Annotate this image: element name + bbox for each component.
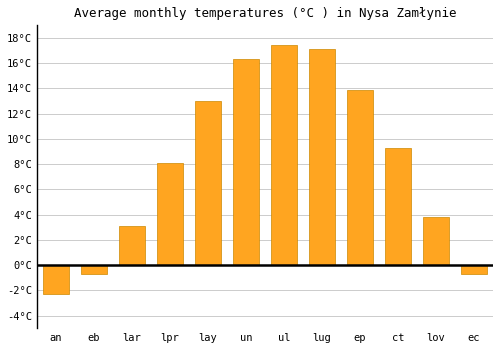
- Title: Average monthly temperatures (°C ) in Nysa Zamłynie: Average monthly temperatures (°C ) in Ny…: [74, 7, 456, 20]
- Bar: [270, 46, 297, 265]
- Bar: [308, 49, 336, 265]
- Bar: [460, 265, 487, 274]
- Bar: [232, 60, 259, 265]
- Bar: [42, 265, 69, 294]
- Bar: [118, 226, 145, 265]
- Bar: [194, 101, 221, 265]
- Bar: [422, 217, 450, 265]
- Bar: [384, 148, 411, 265]
- Bar: [346, 90, 374, 265]
- Bar: [80, 265, 107, 274]
- Bar: [156, 163, 183, 265]
